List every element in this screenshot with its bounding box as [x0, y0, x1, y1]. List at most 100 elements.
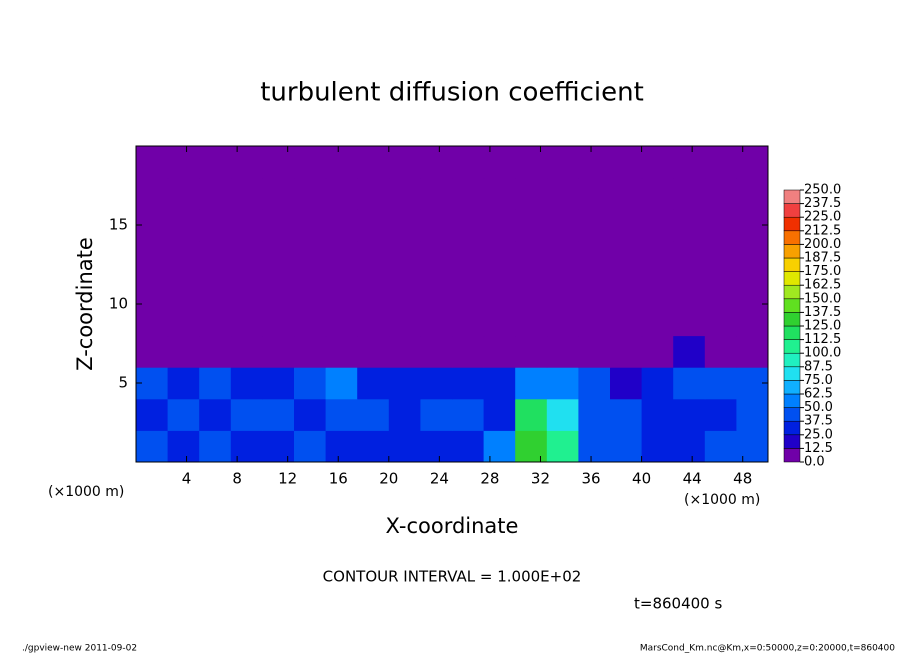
cell — [641, 209, 674, 242]
cell — [578, 146, 611, 179]
cell — [262, 209, 295, 242]
colorbar-bin — [783, 203, 801, 218]
cell — [294, 272, 327, 305]
cell — [325, 177, 358, 210]
cell — [357, 209, 390, 242]
cell — [515, 240, 548, 273]
cell — [167, 304, 200, 337]
cell — [420, 398, 453, 431]
x-tick-label: 4 — [182, 470, 192, 488]
cell — [515, 367, 548, 400]
cell — [641, 304, 674, 337]
cell — [578, 367, 611, 400]
cell — [546, 272, 579, 305]
cell — [294, 335, 327, 368]
cell — [136, 430, 169, 463]
cell — [325, 398, 358, 431]
cell — [673, 240, 706, 273]
cell — [199, 304, 232, 337]
cell — [420, 430, 453, 463]
colorbar-bin — [783, 448, 801, 463]
cell — [294, 304, 327, 337]
y-axis-label: Z-coordinate — [73, 237, 97, 371]
cell — [420, 146, 453, 179]
cell — [262, 367, 295, 400]
cell — [578, 430, 611, 463]
cell — [736, 430, 769, 463]
cell — [704, 146, 737, 179]
cell — [452, 146, 485, 179]
x-tick-label: 40 — [632, 470, 651, 488]
cell — [230, 430, 263, 463]
cell — [325, 335, 358, 368]
cell — [420, 209, 453, 242]
cell — [641, 398, 674, 431]
cell — [641, 272, 674, 305]
cell — [357, 430, 390, 463]
cell — [325, 209, 358, 242]
cell — [420, 272, 453, 305]
cell — [167, 240, 200, 273]
cell — [483, 398, 516, 431]
cell — [483, 146, 516, 179]
cell — [136, 398, 169, 431]
cell — [641, 240, 674, 273]
cell — [641, 335, 674, 368]
cell — [673, 367, 706, 400]
x-tick-label: 12 — [278, 470, 297, 488]
cell — [483, 209, 516, 242]
cell — [357, 367, 390, 400]
x-tick-label: 8 — [232, 470, 242, 488]
cell — [388, 209, 421, 242]
cell — [325, 430, 358, 463]
x-tick-label: 20 — [379, 470, 398, 488]
cell — [736, 272, 769, 305]
cell — [388, 367, 421, 400]
colorbar-bin — [783, 189, 801, 204]
colorbar-label: 200.0 — [804, 237, 841, 252]
colorbar-bin — [783, 434, 801, 449]
cell — [452, 240, 485, 273]
footer-left: ./gpview-new 2011-09-02 — [22, 644, 137, 654]
cell — [294, 367, 327, 400]
cell — [736, 146, 769, 179]
cell — [230, 240, 263, 273]
colorbar-label: 150.0 — [804, 291, 841, 306]
cell — [230, 367, 263, 400]
x-tick-label: 24 — [430, 470, 449, 488]
cell — [136, 177, 169, 210]
cell — [230, 146, 263, 179]
cell — [673, 430, 706, 463]
cell — [546, 177, 579, 210]
cell — [546, 146, 579, 179]
colorbar-label: 12.5 — [804, 441, 833, 456]
cell — [420, 367, 453, 400]
cell — [230, 177, 263, 210]
cell — [610, 304, 643, 337]
cell — [294, 209, 327, 242]
cell — [546, 209, 579, 242]
footer-right: MarsCond_Km.nc@Km,x=0:50000,z=0:20000,t=… — [640, 644, 895, 654]
cell — [388, 335, 421, 368]
cell — [673, 146, 706, 179]
cell — [262, 146, 295, 179]
cell — [167, 146, 200, 179]
cell — [483, 177, 516, 210]
cell — [136, 240, 169, 273]
y-tick-label: 10 — [109, 295, 128, 313]
cell — [199, 177, 232, 210]
cell — [641, 367, 674, 400]
cell — [199, 335, 232, 368]
cell — [388, 430, 421, 463]
cell — [452, 177, 485, 210]
x-tick-label: 36 — [581, 470, 600, 488]
cell — [388, 398, 421, 431]
cell — [704, 240, 737, 273]
cell — [704, 367, 737, 400]
colorbar-label: 100.0 — [804, 346, 841, 361]
cell — [294, 430, 327, 463]
cell — [357, 304, 390, 337]
colorbar-label: 137.5 — [804, 305, 841, 320]
x-tick-label: 28 — [480, 470, 499, 488]
